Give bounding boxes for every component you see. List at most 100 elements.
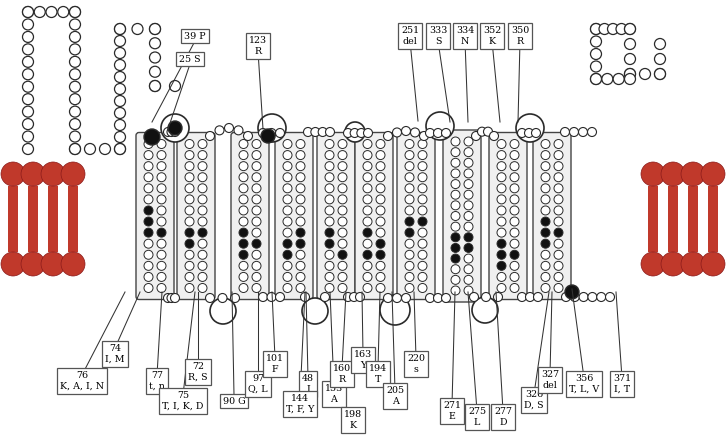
Circle shape bbox=[198, 162, 207, 170]
Circle shape bbox=[569, 127, 579, 136]
Circle shape bbox=[70, 69, 81, 80]
Circle shape bbox=[338, 250, 347, 259]
Circle shape bbox=[115, 95, 126, 107]
Circle shape bbox=[239, 273, 248, 281]
Circle shape bbox=[150, 52, 160, 63]
Circle shape bbox=[363, 151, 372, 159]
Circle shape bbox=[541, 284, 550, 293]
Circle shape bbox=[70, 106, 81, 117]
Circle shape bbox=[497, 162, 506, 170]
Circle shape bbox=[283, 239, 292, 248]
Circle shape bbox=[338, 173, 347, 182]
Bar bbox=[652, 197, 658, 252]
Circle shape bbox=[185, 184, 194, 193]
Text: 163
Y: 163 Y bbox=[354, 350, 372, 370]
Circle shape bbox=[115, 71, 126, 83]
Text: 90 G: 90 G bbox=[223, 396, 245, 405]
Circle shape bbox=[554, 195, 563, 204]
FancyBboxPatch shape bbox=[443, 130, 481, 302]
Circle shape bbox=[239, 239, 248, 248]
Bar bbox=[688, 186, 694, 241]
Circle shape bbox=[590, 74, 602, 84]
Circle shape bbox=[23, 56, 33, 67]
Bar bbox=[72, 186, 78, 241]
Circle shape bbox=[451, 286, 460, 295]
Circle shape bbox=[296, 250, 305, 259]
Circle shape bbox=[441, 128, 451, 138]
Circle shape bbox=[239, 184, 248, 193]
Circle shape bbox=[661, 252, 685, 276]
Circle shape bbox=[239, 262, 248, 270]
Circle shape bbox=[554, 262, 563, 270]
Circle shape bbox=[283, 262, 292, 270]
Circle shape bbox=[425, 128, 434, 138]
Circle shape bbox=[425, 293, 434, 302]
Bar bbox=[28, 186, 34, 241]
Bar bbox=[48, 186, 54, 241]
Bar bbox=[28, 197, 34, 252]
Circle shape bbox=[433, 293, 443, 302]
Circle shape bbox=[451, 201, 460, 210]
FancyBboxPatch shape bbox=[317, 132, 355, 300]
Text: 371
I, T: 371 I, T bbox=[613, 374, 631, 394]
Circle shape bbox=[283, 195, 292, 204]
Circle shape bbox=[205, 293, 214, 302]
FancyBboxPatch shape bbox=[136, 132, 174, 300]
Circle shape bbox=[252, 250, 261, 259]
Text: 356
T, L, V: 356 T, L, V bbox=[569, 374, 599, 394]
Text: 72
R, S: 72 R, S bbox=[188, 362, 208, 382]
Circle shape bbox=[464, 243, 473, 253]
Text: 352
K: 352 K bbox=[483, 26, 501, 46]
Circle shape bbox=[541, 173, 550, 182]
Circle shape bbox=[132, 24, 143, 35]
Circle shape bbox=[296, 151, 305, 159]
Circle shape bbox=[70, 56, 81, 67]
Circle shape bbox=[283, 184, 292, 193]
Circle shape bbox=[267, 128, 276, 138]
Circle shape bbox=[510, 239, 519, 248]
Circle shape bbox=[405, 239, 414, 248]
Circle shape bbox=[464, 286, 473, 295]
Circle shape bbox=[283, 206, 292, 215]
Circle shape bbox=[554, 162, 563, 170]
Circle shape bbox=[252, 162, 261, 170]
Circle shape bbox=[554, 273, 563, 281]
Circle shape bbox=[418, 250, 427, 259]
Circle shape bbox=[641, 252, 665, 276]
Circle shape bbox=[405, 217, 414, 226]
Circle shape bbox=[405, 195, 414, 204]
Circle shape bbox=[363, 284, 372, 293]
Circle shape bbox=[185, 273, 194, 281]
Circle shape bbox=[163, 127, 173, 136]
Circle shape bbox=[472, 297, 498, 323]
Circle shape bbox=[464, 137, 473, 146]
Circle shape bbox=[283, 228, 292, 237]
Circle shape bbox=[363, 195, 372, 204]
Circle shape bbox=[531, 128, 540, 138]
Circle shape bbox=[554, 250, 563, 259]
Circle shape bbox=[157, 217, 166, 226]
Circle shape bbox=[70, 19, 81, 30]
Circle shape bbox=[296, 195, 305, 204]
Circle shape bbox=[554, 228, 563, 237]
Circle shape bbox=[376, 239, 385, 248]
Circle shape bbox=[239, 250, 248, 259]
Text: 251
del: 251 del bbox=[401, 26, 419, 46]
Circle shape bbox=[70, 7, 81, 17]
Circle shape bbox=[405, 262, 414, 270]
Circle shape bbox=[157, 206, 166, 215]
Circle shape bbox=[655, 39, 666, 49]
Circle shape bbox=[470, 293, 478, 301]
Circle shape bbox=[157, 195, 166, 204]
Circle shape bbox=[376, 262, 385, 270]
Circle shape bbox=[252, 273, 261, 281]
Circle shape bbox=[451, 265, 460, 274]
Text: 277
D: 277 D bbox=[494, 407, 512, 427]
Circle shape bbox=[144, 273, 153, 281]
Circle shape bbox=[283, 284, 292, 293]
Circle shape bbox=[325, 173, 334, 182]
Circle shape bbox=[405, 139, 414, 148]
Circle shape bbox=[554, 284, 563, 293]
Circle shape bbox=[167, 293, 176, 302]
Circle shape bbox=[426, 112, 454, 140]
